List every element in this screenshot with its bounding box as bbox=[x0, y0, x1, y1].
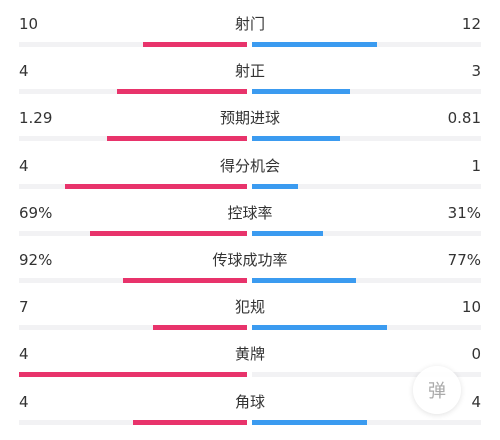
stat-label: 传球成功率 bbox=[212, 251, 288, 269]
home-stat-value: 4 bbox=[19, 62, 29, 81]
stat-row: 69% 控球率 31% bbox=[0, 203, 500, 250]
away-stat-value: 12 bbox=[461, 15, 481, 33]
stat-label: 黄牌 bbox=[234, 345, 265, 364]
home-stat-value: 4 bbox=[19, 156, 29, 175]
away-bar-fill bbox=[252, 42, 377, 47]
home-bar-fill bbox=[143, 42, 247, 47]
away-stat-value: 3 bbox=[471, 62, 481, 81]
stat-label: 角球 bbox=[234, 392, 265, 411]
danmaku-toggle-button[interactable]: 弹 bbox=[413, 366, 461, 414]
home-bar-fill bbox=[153, 325, 247, 331]
stat-row: 4 得分机会 1 bbox=[0, 156, 500, 203]
away-stat-value: 10 bbox=[461, 298, 481, 317]
away-bar-track bbox=[252, 136, 481, 142]
home-bar-fill bbox=[122, 278, 247, 283]
home-bar-track bbox=[19, 183, 247, 189]
away-bar-track bbox=[252, 89, 481, 95]
stat-row: 92% 传球成功率 77% bbox=[0, 250, 500, 297]
stat-label: 得分机会 bbox=[219, 156, 280, 175]
stat-row: 4 角球 4 bbox=[0, 392, 500, 439]
home-bar-track bbox=[19, 42, 247, 47]
home-stat-value: 4 bbox=[19, 392, 29, 411]
away-bar-fill bbox=[252, 419, 367, 425]
away-bar-track bbox=[252, 183, 481, 189]
home-bar-fill bbox=[19, 372, 247, 378]
home-bar-track bbox=[19, 278, 247, 283]
home-stat-value: 1.29 bbox=[19, 109, 53, 128]
home-stat-value: 69% bbox=[19, 203, 53, 222]
home-stat-value: 92% bbox=[19, 251, 53, 269]
away-bar-track bbox=[252, 372, 481, 378]
home-bar-track bbox=[19, 325, 247, 331]
away-stat-value: 77% bbox=[447, 251, 481, 269]
stat-row: 1.29 预期进球 0.81 bbox=[0, 108, 500, 155]
away-bar-track bbox=[252, 325, 481, 331]
home-bar-fill bbox=[89, 230, 247, 236]
away-bar-track bbox=[252, 419, 481, 425]
home-stat-value: 7 bbox=[19, 298, 29, 317]
home-bar-fill bbox=[116, 89, 247, 95]
away-bar-fill bbox=[252, 136, 341, 142]
home-bar-track bbox=[19, 372, 247, 378]
stat-label: 预期进球 bbox=[219, 109, 280, 128]
home-bar-track bbox=[19, 89, 247, 95]
away-stat-value: 0.81 bbox=[447, 109, 481, 128]
away-stat-value: 4 bbox=[471, 392, 481, 411]
away-bar-fill bbox=[252, 230, 323, 236]
stat-label: 犯规 bbox=[234, 298, 265, 317]
away-bar-fill bbox=[252, 325, 387, 331]
stat-row: 4 射正 3 bbox=[0, 61, 500, 108]
home-bar-track bbox=[19, 230, 247, 236]
home-bar-fill bbox=[64, 183, 247, 189]
away-bar-track bbox=[252, 42, 481, 47]
home-stat-value: 4 bbox=[19, 345, 29, 364]
home-bar-fill bbox=[106, 136, 247, 142]
away-bar-fill bbox=[252, 278, 357, 283]
stat-row: 7 犯规 10 bbox=[0, 297, 500, 344]
away-stat-value: 0 bbox=[471, 345, 481, 364]
home-stat-value: 10 bbox=[19, 15, 39, 33]
home-bar-fill bbox=[133, 419, 247, 425]
danmaku-icon: 弹 bbox=[428, 381, 446, 402]
away-stat-value: 31% bbox=[447, 203, 481, 222]
stat-label: 射门 bbox=[234, 15, 265, 33]
away-bar-track bbox=[252, 230, 481, 236]
away-bar-fill bbox=[252, 89, 351, 95]
stat-label: 射正 bbox=[234, 62, 265, 81]
away-stat-value: 1 bbox=[471, 156, 481, 175]
home-bar-track bbox=[19, 419, 247, 425]
home-bar-track bbox=[19, 136, 247, 142]
stat-label: 控球率 bbox=[227, 203, 273, 222]
away-bar-fill bbox=[252, 183, 298, 189]
away-bar-track bbox=[252, 278, 481, 283]
stat-row: 4 黄牌 0 bbox=[0, 344, 500, 391]
stat-row: 10 射门 12 bbox=[0, 14, 500, 61]
